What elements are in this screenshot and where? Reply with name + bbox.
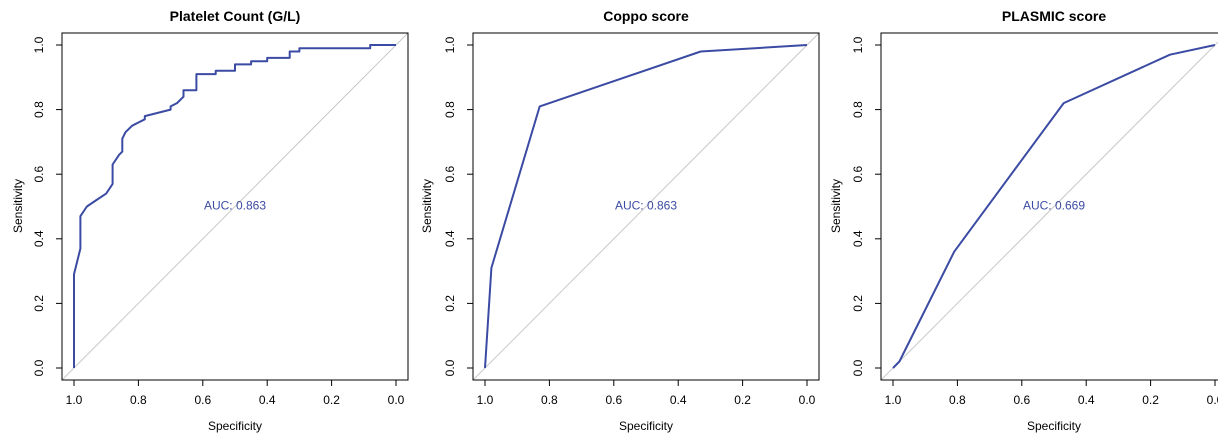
y-tick-label: 0.0 (851, 359, 865, 376)
x-tick-label: 0.2 (323, 393, 340, 407)
x-tick-label: 0.6 (194, 393, 211, 407)
y-tick-label: 1.0 (443, 36, 457, 53)
x-tick-label: 0.8 (130, 393, 147, 407)
chart-title: Coppo score (603, 8, 689, 24)
x-tick-label: 0.0 (1207, 393, 1218, 407)
y-axis-label: Sensitivity (11, 179, 25, 233)
y-tick-label: 0.2 (32, 295, 46, 312)
roc-panel-coppo-score: Coppo score 1.0 0.8 0.6 0.4 0.2 0.0 0.0 0.2 0.4 0… (420, 8, 820, 433)
y-tick-label: 1.0 (32, 36, 46, 53)
x-tick-label: 0.4 (670, 393, 687, 407)
plot-frame (61, 32, 409, 381)
y-tick-label: 0.8 (851, 101, 865, 118)
x-tick-label: 1.0 (477, 393, 494, 407)
y-tick-label: 0.2 (851, 295, 865, 312)
x-tick-label: 1.0 (885, 393, 902, 407)
chart-title: Platelet Count (G/L) (170, 8, 301, 24)
x-tick-label: 0.4 (1078, 393, 1095, 407)
roc-curve-line (892, 44, 1216, 369)
roc-panel-platelet-count: Platelet Count (G/L) 1.0 0.8 0.6 0.4 0.2 0.0 0… (11, 8, 409, 433)
x-tick-label: 0.8 (949, 393, 966, 407)
reference-diagonal-line (880, 41, 1218, 381)
y-tick-label: 0.0 (32, 359, 46, 376)
auc-annotation: AUC: 0.669 (1023, 199, 1085, 213)
y-tick-label: 0.6 (443, 166, 457, 183)
x-tick-label: 0.0 (799, 393, 816, 407)
x-tick-label: 0.4 (259, 393, 276, 407)
auc-annotation: AUC: 0.863 (204, 199, 266, 213)
x-tick-label: 0.8 (541, 393, 558, 407)
y-tick-label: 0.0 (443, 359, 457, 376)
y-tick-label: 0.2 (443, 295, 457, 312)
x-tick-label: 0.6 (605, 393, 622, 407)
roc-curve-line (73, 44, 396, 368)
roc-panel-plasmic-score: PLASMIC score 1.0 0.8 0.6 0.4 0.2 0.0 0.0 0.2 0.… (829, 8, 1218, 433)
x-axis-label: Specificity (1027, 419, 1081, 433)
roc-curve-line (484, 44, 808, 369)
x-tick-label: 1.0 (66, 393, 83, 407)
x-axis-label: Specificity (619, 419, 673, 433)
y-tick-label: 1.0 (851, 36, 865, 53)
chart-title: PLASMIC score (1002, 8, 1106, 24)
reference-diagonal-line (61, 32, 409, 381)
reference-diagonal-line (472, 32, 820, 381)
x-tick-label: 0.0 (388, 393, 405, 407)
x-tick-label: 0.2 (1142, 393, 1159, 407)
y-tick-label: 0.6 (32, 166, 46, 183)
x-axis-label: Specificity (208, 419, 262, 433)
y-axis-label: Sensitivity (420, 179, 434, 233)
y-tick-label: 0.4 (851, 230, 865, 247)
x-tick-label: 0.6 (1013, 393, 1030, 407)
y-tick-label: 0.4 (32, 230, 46, 247)
y-tick-label: 0.6 (851, 166, 865, 183)
plot-frame (880, 32, 1218, 381)
y-tick-label: 0.4 (443, 230, 457, 247)
y-axis-label: Sensitivity (829, 179, 843, 233)
auc-annotation: AUC: 0.863 (615, 199, 677, 213)
y-tick-label: 0.8 (443, 101, 457, 118)
plot-frame (472, 32, 820, 381)
x-tick-label: 0.2 (734, 393, 751, 407)
y-tick-label: 0.8 (32, 101, 46, 118)
